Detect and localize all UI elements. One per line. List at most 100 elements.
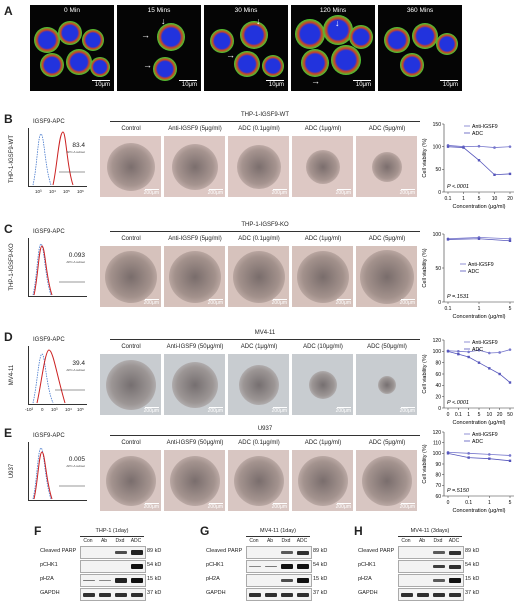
kd-label: 89 kD [465, 548, 480, 554]
data-point [457, 352, 460, 356]
x-tick-label: 20 [507, 196, 513, 202]
scale-bar [145, 299, 159, 300]
arrow-icon: ↓ [161, 16, 166, 26]
band [449, 578, 461, 583]
band [249, 592, 261, 597]
spheroid [104, 250, 157, 303]
treatment-label: ADC (0.1μg/ml) [238, 126, 280, 132]
timepoint-label: 15 Mins [147, 7, 171, 14]
micrograph-30min: 30 Mins ↓ → 10μm [204, 5, 288, 91]
x-tick-label: 1 [478, 306, 481, 312]
data-point [488, 351, 491, 355]
x-tick-label: 20 [497, 412, 503, 418]
blot-strip [246, 574, 312, 587]
blot-strip [80, 546, 146, 559]
scale-bar-label: 200μm [399, 300, 415, 306]
spheroid [359, 249, 414, 304]
band [83, 579, 95, 582]
series-line [447, 350, 511, 383]
scale-bar [145, 407, 159, 408]
treatment-label: Anti-IGSF9 (50μg/ml) [166, 344, 224, 350]
y-tick-label: 80 [435, 360, 441, 366]
scale-bar-label: 200μm [399, 190, 415, 196]
arrow-icon: → [311, 76, 320, 86]
x-axis-label: Concentration (μg/ml) [453, 204, 506, 210]
y-tick-label: 100 [433, 451, 442, 457]
scale-bar [337, 407, 351, 408]
row-label: U937 [9, 463, 15, 479]
flow-percent: 83.4 [72, 142, 85, 149]
scale-bar [401, 299, 415, 300]
panel-b-label: B [4, 112, 13, 126]
kd-label: 54 kD [147, 562, 162, 568]
spheroid [236, 144, 281, 189]
group-divider [110, 121, 420, 122]
spheroid-photo: 200μm [228, 354, 289, 415]
spheroid [308, 370, 337, 399]
x-tick-label: 0.1 [465, 500, 472, 506]
y-tick-label: 110 [433, 440, 441, 446]
scale-bar-label: 200μm [271, 504, 287, 510]
row-label: MV4-11 [9, 364, 15, 386]
treatment-label: ADC (10μg/ml) [303, 344, 343, 350]
scale-bar-label: 200μm [207, 190, 223, 196]
band [115, 578, 127, 583]
viability-chart-d: 0 20 40 60 80 100 120 0 0.1 1 5 10 20 50 Cell viabilit… [422, 338, 514, 426]
band [131, 564, 143, 569]
scale-bar [273, 299, 287, 300]
data-point [446, 452, 450, 455]
panel-e-label: E [4, 426, 13, 440]
spheroid [377, 375, 396, 394]
y-tick-label: 100 [433, 144, 442, 150]
data-point [488, 457, 491, 460]
scale-bar [273, 189, 287, 190]
band [83, 592, 95, 597]
flow-histogram: IGSF9-APC 0.093 APC-A subset [28, 229, 87, 297]
spheroid [233, 455, 284, 506]
band [99, 580, 111, 581]
flow-title: IGSF9-APC [33, 337, 65, 343]
p-value: P =.5150 [447, 488, 470, 494]
spheroid-photo: 200μm [356, 136, 417, 197]
band [433, 592, 445, 597]
micrograph-15min: 15 Mins → ↓ → 10μm [117, 5, 201, 91]
group-divider [110, 435, 420, 436]
band [131, 578, 143, 583]
treatment-label: Anti-IGSF9 (50μg/ml) [166, 440, 224, 446]
band [281, 551, 293, 554]
spheroid-photo: 200μm [356, 354, 417, 415]
data-point [508, 454, 512, 457]
band [401, 592, 413, 597]
series-line [447, 452, 511, 462]
panel-d-label: D [4, 330, 13, 344]
scale-bar-label: 200μm [399, 504, 415, 510]
treatment-label: Control [121, 236, 141, 242]
band [131, 550, 143, 555]
spheroid-photo: 200μm [356, 450, 417, 511]
scale-bar-label: 10μm [181, 82, 197, 88]
y-tick-label: 40 [435, 383, 441, 389]
protein-label: pH2A [206, 576, 220, 582]
data-point [462, 146, 465, 149]
data-point [508, 172, 512, 176]
data-point [508, 348, 512, 351]
gate-label: APC-A subset [66, 150, 85, 154]
lane-label: ADC [130, 538, 142, 544]
x-tick-label: 0.1 [445, 196, 452, 202]
data-point [488, 367, 491, 370]
blot-strip [398, 588, 464, 601]
group-title: THP-1-IGSF9-KO [241, 222, 289, 228]
data-point [477, 159, 481, 162]
lane-label: Ab [266, 538, 274, 544]
kd-label: 37 kD [147, 590, 162, 596]
lane-label: Con [83, 538, 93, 544]
group-title: THP-1-IGSF9-WT [241, 112, 289, 118]
x-tick-label: 5 [509, 500, 512, 506]
y-tick-label: 50 [435, 266, 441, 272]
data-point [508, 239, 512, 242]
kd-label: 54 kD [313, 562, 328, 568]
scale-bar-label: 200μm [207, 300, 223, 306]
spheroid-photo: 200μm [100, 354, 161, 415]
data-point [457, 350, 460, 353]
viability-chart-e: 60 70 80 90 100 110 120 0 0.1 1 5 Cell viability (%… [422, 430, 514, 514]
